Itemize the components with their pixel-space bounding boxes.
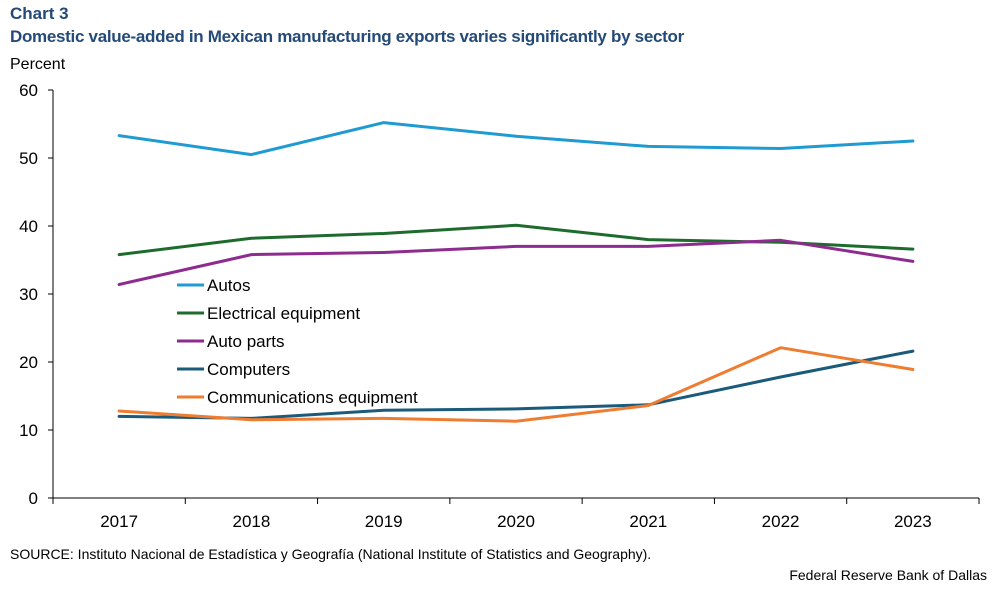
x-axis-ticks: 2017 2018 2019 2020 2021 2022 2023 bbox=[52, 498, 980, 531]
y-tick-label: 40 bbox=[19, 217, 38, 236]
y-tick-label: 10 bbox=[19, 421, 38, 440]
y-tick-label: 0 bbox=[29, 489, 38, 508]
source-note: SOURCE: Instituto Nacional de Estadístic… bbox=[10, 546, 652, 562]
legend-label: Autos bbox=[207, 276, 250, 295]
axes bbox=[52, 90, 979, 499]
series-line-autos bbox=[117, 121, 915, 157]
x-tick-label: 2023 bbox=[894, 512, 932, 531]
x-tick-label: 2017 bbox=[100, 512, 138, 531]
legend-label: Auto parts bbox=[207, 332, 285, 351]
x-tick-label: 2020 bbox=[497, 512, 535, 531]
legend-label: Communications equipment bbox=[207, 388, 418, 407]
legend-label: Computers bbox=[207, 360, 290, 379]
y-tick-label: 60 bbox=[19, 81, 38, 100]
legend-label: Electrical equipment bbox=[207, 304, 360, 323]
credit-line: Federal Reserve Bank of Dallas bbox=[789, 567, 987, 583]
series-line-communications-equipment bbox=[117, 346, 915, 423]
x-tick-label: 2019 bbox=[365, 512, 403, 531]
series-line-electrical-equipment bbox=[117, 223, 915, 257]
chart-label: Chart 3 bbox=[10, 4, 69, 23]
series-lines bbox=[117, 121, 915, 423]
x-tick-label: 2018 bbox=[233, 512, 271, 531]
x-tick-label: 2021 bbox=[629, 512, 667, 531]
y-tick-label: 30 bbox=[19, 285, 38, 304]
y-tick-label: 50 bbox=[19, 149, 38, 168]
x-tick-label: 2022 bbox=[762, 512, 800, 531]
y-axis-ticks: 0 10 20 30 40 50 60 bbox=[19, 81, 53, 508]
legend: Autos Electrical equipment Auto parts Compu… bbox=[177, 276, 418, 407]
y-axis-label: Percent bbox=[10, 56, 66, 73]
chart-title: Domestic value-added in Mexican manufact… bbox=[10, 27, 684, 46]
y-tick-label: 20 bbox=[19, 353, 38, 372]
series-line-auto-parts bbox=[117, 238, 915, 286]
